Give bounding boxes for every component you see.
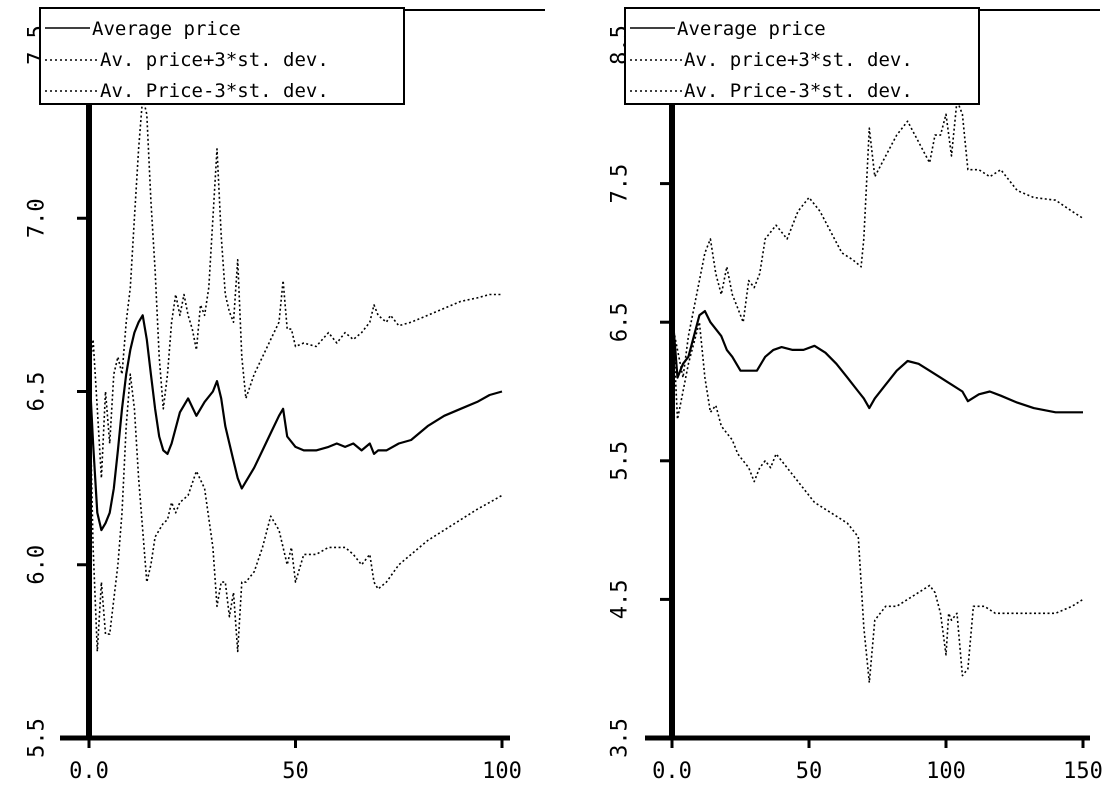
right-series-line-av-price-3-st-dev <box>671 308 1084 684</box>
right-chart-legend: Average price Av. price+3*st. dev. Av. P… <box>624 7 980 105</box>
left-chart-legend: Average price Av. price+3*st. dev. Av. P… <box>39 7 405 105</box>
right-series-line-av-price-3-st-dev <box>671 99 1084 379</box>
right-y-tick-label: 6.5 <box>608 302 633 342</box>
left-legend-label-lower-band: Av. Price-3*st. dev. <box>100 80 329 102</box>
right-chart-legend-box <box>624 7 980 105</box>
right-x-tick-label: 150 <box>1063 759 1103 784</box>
right-y-tick-label: 4.5 <box>608 580 633 620</box>
left-y-tick-label: 6.5 <box>25 372 50 412</box>
left-y-tick-label: 6.0 <box>25 545 50 585</box>
right-x-tick-label: 100 <box>926 759 966 784</box>
left-x-tick-label: 50 <box>282 759 309 784</box>
left-y-tick-label: 5.5 <box>25 718 50 758</box>
left-chart-series-layer <box>87 96 503 653</box>
right-y-tick-label: 5.5 <box>608 441 633 481</box>
right-chart-series-layer <box>670 99 1084 684</box>
right-y-tick-label: 3.5 <box>608 718 633 758</box>
left-legend-label-upper-band: Av. price+3*st. dev. <box>100 49 329 71</box>
left-chart-legend-box <box>39 7 405 105</box>
right-x-tick-label: 50 <box>796 759 823 784</box>
right-series-line-average-price <box>670 308 1083 414</box>
right-legend-label-upper-band: Av. price+3*st. dev. <box>684 49 913 71</box>
left-series-line-av-price-3-st-dev <box>88 96 502 479</box>
right-legend-label-average-price: Average price <box>677 18 826 40</box>
left-series-line-av-price-3-st-dev <box>88 356 503 653</box>
left-x-tick-label: 0.0 <box>69 759 109 784</box>
right-y-tick-label: 7.5 <box>608 164 633 204</box>
left-legend-label-average-price: Average price <box>92 18 241 40</box>
left-series-line-average-price <box>87 314 503 532</box>
right-legend-label-lower-band: Av. Price-3*st. dev. <box>684 80 913 102</box>
left-x-tick-label: 100 <box>482 759 522 784</box>
right-x-tick-label: 0.0 <box>652 759 692 784</box>
left-y-tick-label: 7.0 <box>25 198 50 238</box>
